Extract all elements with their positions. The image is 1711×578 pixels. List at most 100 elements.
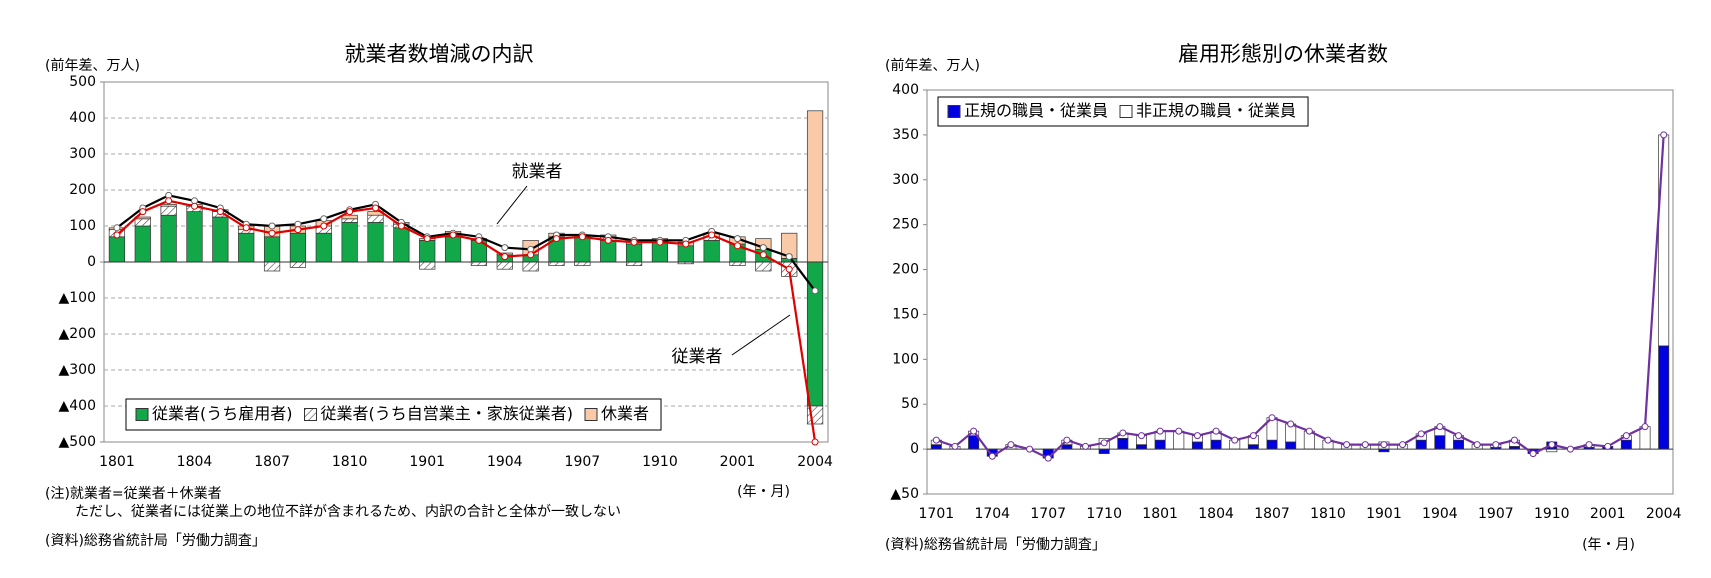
x-tick-label: 1810 [332,454,368,470]
bar [1620,439,1632,450]
bar [263,236,281,263]
chart-title: 就業者数増減の内訳 [345,42,534,66]
annotation: 従業者 [672,347,723,367]
y-tick-label: 350 [892,127,919,143]
y-tick-label: 200 [69,182,96,198]
bar [1434,435,1446,450]
line-marker [1473,441,1481,449]
x-tick-label: 1804 [177,454,213,470]
line-marker [1287,420,1295,428]
bar [1098,448,1110,454]
x-tick-label: 1901 [409,454,445,470]
line [116,199,817,443]
bar [1453,439,1465,450]
line-marker [1231,436,1239,444]
line-marker [811,287,819,295]
y-tick-label: 400 [892,82,919,98]
line-marker [320,222,328,230]
bar [1210,439,1222,450]
line-marker [759,251,767,259]
line-marker [191,202,198,210]
legend-swatch [584,408,598,421]
x-tick-label: 1901 [1366,506,1402,522]
line-marker [1137,432,1145,440]
bar [134,218,151,227]
legend: 従業者(うち雇用者) 従業者(うち自営業主・家族従業者) 休業者 [125,398,662,431]
x-tick-label: 1807 [1254,506,1290,522]
line-marker [682,240,690,248]
line-marker [1044,454,1052,462]
y-tick-label: 50 [901,396,919,412]
y-tick-label: 0 [910,441,919,457]
bar [625,261,643,266]
line-marker [397,222,405,230]
note: ただし、従業者には従業上の地位不詳が含まれるため、内訳の合計と全体が一致しない [75,503,621,520]
x-tick-label: 1707 [1030,506,1066,522]
line-marker [372,204,379,212]
bar [108,236,126,263]
line-marker [932,436,940,444]
bar [1135,444,1147,450]
y-tick-label: ▲50 [890,486,919,502]
x-tick-label: 1907 [1478,506,1514,522]
line-marker [165,197,173,205]
line-marker [294,226,302,234]
y-tick-label: 150 [892,306,919,322]
line-marker [1156,427,1164,435]
bar [367,214,384,223]
line-marker [242,224,250,232]
bar [806,110,824,263]
y-axis-unit: (前年差、万人) [885,57,980,74]
annotation-leader [731,314,791,356]
line-marker [1249,432,1257,440]
line-marker [113,231,121,239]
line-marker [113,224,121,232]
x-tick-label: 1701 [919,506,955,522]
legend: 正規の職員・従業員 非正規の職員・従業員 [937,96,1309,127]
bar [1266,439,1278,450]
line-marker [604,236,612,244]
bar [341,218,358,223]
x-tick-label: 1804 [1198,506,1234,522]
y-tick-label: 300 [69,146,96,162]
line-marker [811,438,819,446]
x-tick-label: 2004 [1646,506,1682,522]
legend-swatch [135,408,149,421]
legend-swatch [1119,105,1133,118]
x-tick-label: 2001 [1590,506,1626,522]
line-marker [1622,432,1630,440]
line-marker [1082,442,1090,450]
line-marker [449,231,457,239]
bar [1247,444,1259,450]
legend-label: 正規の職員・従業員 [964,101,1108,120]
line-marker [1305,427,1313,435]
line-marker [1212,427,1220,435]
line-marker [1026,445,1034,453]
x-tick-label: 1810 [1310,506,1346,522]
y-tick-label: ▲500 [59,434,97,450]
bar [574,236,591,263]
line-marker [734,242,741,250]
bar [289,232,307,263]
bar [930,444,942,450]
bar [212,216,229,263]
line-marker [1641,423,1649,431]
bar [574,261,591,266]
bar [729,261,746,266]
legend-label: 従業者(うち自営業主・家族従業者) [321,404,574,423]
x-axis-unit: (年・月) [737,484,790,500]
bar [1658,345,1670,450]
line-marker [1380,441,1388,449]
line-marker [501,253,509,261]
line-marker [1566,445,1574,453]
line-marker [1529,450,1537,458]
line-marker [1361,441,1369,449]
bar [419,261,436,270]
y-tick-label: ▲300 [59,362,97,378]
bar [367,222,384,263]
bar [1061,444,1073,450]
line-marker [475,236,483,244]
line-marker [1100,439,1108,447]
line-marker [1660,131,1668,139]
